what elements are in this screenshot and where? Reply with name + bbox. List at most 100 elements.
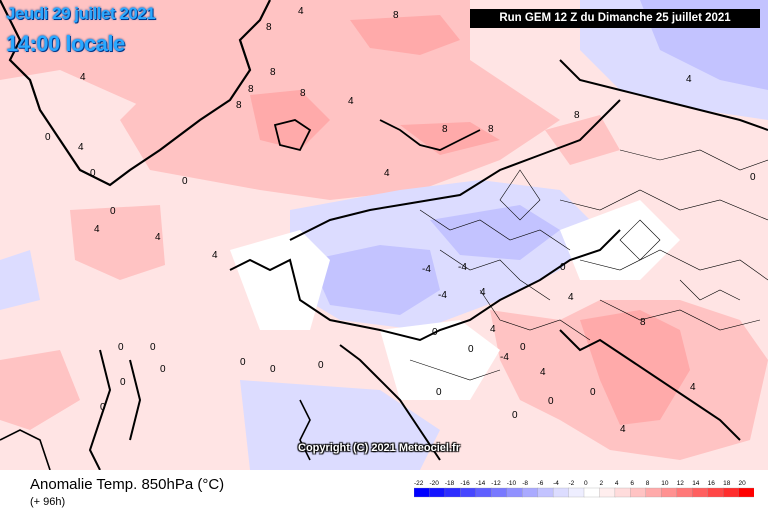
scale-swatch: [429, 487, 446, 498]
contour-label: 8: [236, 100, 242, 111]
contour-label: 0: [318, 360, 324, 371]
contour-label: 0: [512, 410, 518, 421]
scale-swatch: [552, 487, 570, 498]
scale-swatch: [583, 487, 601, 498]
contour-label: 4: [384, 168, 390, 179]
scale-swatch: [614, 487, 631, 498]
scale-swatch: [522, 487, 539, 498]
contour-label: 0: [182, 176, 188, 187]
scale-swatch: [722, 487, 740, 498]
scale-swatch: [630, 487, 647, 498]
scale-swatch: [738, 487, 754, 498]
scale-tick-label: -4: [553, 480, 559, 487]
contour-label: 4: [80, 72, 86, 83]
scale-tick-label: 8: [646, 480, 650, 487]
scale-tick-label: -16: [460, 480, 470, 487]
contour-label: 0: [150, 342, 156, 353]
scale-swatch: [537, 487, 554, 498]
contour-label: 0: [468, 344, 474, 355]
contour-label: 0: [548, 396, 554, 407]
scale-swatch: [491, 487, 508, 498]
contour-label: 8: [442, 124, 448, 135]
scale-swatch: [444, 487, 461, 498]
scale-tick-label: 10: [661, 480, 669, 487]
contour-label: -4: [458, 262, 467, 273]
contour-label: 4: [94, 224, 100, 235]
contour-label: 8: [393, 10, 399, 21]
contour-label: 8: [300, 88, 306, 99]
contour-label: 0: [520, 342, 526, 353]
forecast-date: Jeudi 29 juillet 2021: [6, 4, 156, 23]
scale-tick-label: -10: [507, 480, 517, 487]
contour-label: 4: [212, 250, 218, 261]
contour-label: 4: [540, 367, 546, 378]
scale-tick-label: 6: [630, 480, 634, 487]
contour-label: 0: [100, 402, 106, 413]
country-borders: [409, 149, 768, 381]
scale-tick-label: -14: [476, 480, 486, 487]
contour-label: 4: [78, 142, 84, 153]
contour-label: 0: [432, 327, 438, 338]
contour-label: 8: [266, 22, 272, 33]
scale-tick-label: -8: [522, 480, 528, 487]
scale-swatch: [506, 487, 523, 498]
contour-label: 0: [110, 206, 116, 217]
contour-label: 0: [560, 262, 566, 273]
scale-tick-label: 20: [739, 480, 747, 487]
scale-swatch: [460, 487, 477, 498]
contour-label: 8: [248, 84, 254, 95]
scale-swatch: [692, 487, 709, 498]
scale-swatch: [568, 487, 585, 498]
contour-label: -4: [500, 352, 509, 363]
contour-label: 8: [270, 67, 276, 78]
scale-tick-label: 12: [677, 480, 685, 487]
coastlines: [0, 0, 768, 470]
legend-title: Anomalie Temp. 850hPa (°C): [30, 476, 225, 493]
scale-swatch: [707, 487, 724, 498]
contour-label: 0: [270, 364, 276, 375]
forecast-time: 14:00 locale: [6, 31, 125, 56]
scale-tick-label: -20: [430, 480, 440, 487]
scale-tick-label: -6: [538, 480, 544, 487]
contour-label: 4: [690, 382, 696, 393]
contour-label: 4: [155, 232, 161, 243]
contour-label: 4: [620, 424, 626, 435]
contour-label: 4: [348, 96, 354, 107]
scale-tick-label: -2: [569, 480, 575, 487]
strong-warm-anomaly-areas: [250, 15, 690, 425]
scale-swatch: [475, 487, 492, 498]
scale-tick-label: -12: [491, 480, 501, 487]
contour-label: 0: [118, 342, 124, 353]
scale-tick-label: 4: [615, 480, 619, 487]
contour-label: 0: [590, 387, 596, 398]
legend-footer: Anomalie Temp. 850hPa (°C) (+ 96h) -22 -2…: [0, 470, 768, 512]
contour-label: 0: [160, 364, 166, 375]
color-scale: -22 -20 -18 -16 -14 -12 -10 -8 -6 -4 -2 0 2 4 6 8 10 12 14…: [414, 480, 754, 498]
contour-label: 4: [298, 6, 304, 17]
scale-swatch: [599, 487, 616, 498]
contour-label: 4: [686, 74, 692, 85]
scale-tick-label: 18: [723, 480, 731, 487]
scale-swatch: [676, 487, 693, 498]
contour-label: 0: [120, 377, 126, 388]
contour-label: 0: [90, 168, 96, 179]
scale-swatch: [661, 487, 678, 498]
contour-label: 8: [574, 110, 580, 121]
scale-tick-label: 2: [600, 480, 604, 487]
contour-label: 0: [750, 172, 756, 183]
scale-tick-label: -18: [445, 480, 455, 487]
copyright-text: Copyright (C) 2021 Meteociel.fr: [298, 442, 460, 454]
contour-label: -4: [422, 264, 431, 275]
contour-label: 8: [640, 317, 646, 328]
scale-tick-label: -22: [414, 480, 424, 487]
contour-label: 4: [568, 292, 574, 303]
run-info-banner: Run GEM 12 Z du Dimanche 25 juillet 2021: [470, 9, 760, 28]
contour-label: 0: [45, 132, 51, 143]
legend-subtitle: (+ 96h): [30, 496, 66, 508]
contour-label: 8: [488, 124, 494, 135]
contour-label: 4: [480, 287, 486, 298]
contour-label: -4: [438, 290, 447, 301]
scale-tick-label: 16: [708, 480, 716, 487]
